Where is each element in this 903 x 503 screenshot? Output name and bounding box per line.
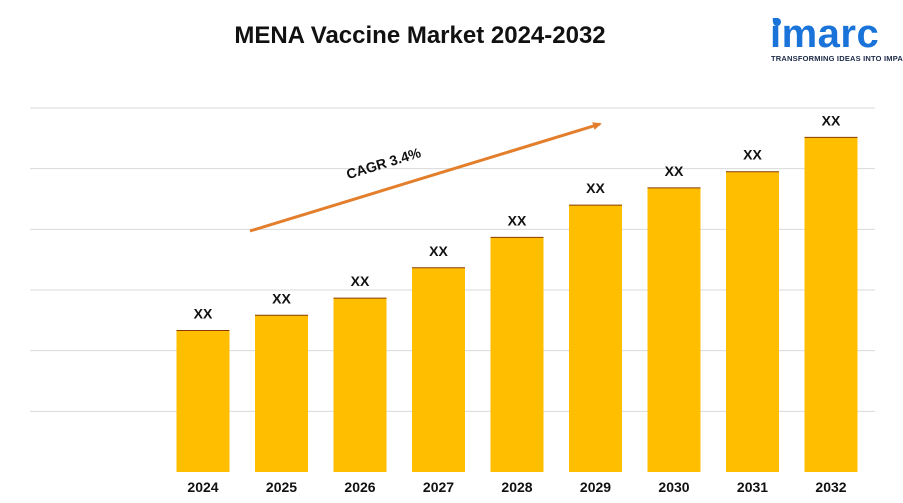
cagr-label: CAGR 3.4%	[344, 144, 423, 182]
x-tick-label: 2026	[344, 479, 375, 495]
data-label: XX	[272, 290, 291, 306]
data-label: XX	[351, 273, 370, 289]
data-label: XX	[743, 147, 762, 163]
x-tick-label: 2025	[266, 479, 297, 495]
data-labels: XX XX XX XX XX XX XX XX XX	[194, 112, 841, 321]
bar-2031	[726, 171, 779, 472]
x-tick-label: 2027	[423, 479, 454, 495]
bar-2027	[412, 267, 465, 472]
data-label: XX	[429, 243, 448, 259]
data-label: XX	[665, 163, 684, 179]
bars	[176, 136, 858, 473]
chart-title: MENA Vaccine Market 2024-2032	[234, 22, 606, 49]
logo-dot	[773, 18, 781, 26]
x-tick-label: 2031	[737, 479, 768, 495]
x-tick-label: 2029	[580, 479, 611, 495]
x-tick-label: 2024	[187, 479, 218, 495]
x-tick-label: 2028	[501, 479, 532, 495]
x-tick-label: 2030	[658, 479, 689, 495]
logo-wordmark: imarc	[770, 12, 880, 56]
bar-2024	[176, 330, 230, 472]
imarc-logo: imarc TRANSFORMING IDEAS INTO IMPACT	[770, 12, 903, 64]
bar-2025	[255, 315, 308, 472]
x-tick-label: 2032	[815, 479, 846, 495]
bar-2026	[333, 298, 387, 472]
data-label: XX	[194, 305, 213, 321]
x-tick-labels: 2024 2025 2026 2027 2028 2029 2030 2031 2032	[187, 479, 846, 495]
bar-2028	[490, 237, 544, 472]
data-label: XX	[586, 180, 605, 196]
bar-2032	[804, 137, 858, 473]
cagr-arrow	[249, 122, 602, 233]
bar-2029	[569, 205, 622, 473]
data-label: XX	[508, 212, 527, 228]
data-label: XX	[822, 112, 841, 128]
logo-tagline: TRANSFORMING IDEAS INTO IMPACT	[771, 54, 903, 63]
cagr-annotation: CAGR 3.4%	[249, 122, 602, 233]
bar-2030	[647, 187, 701, 472]
